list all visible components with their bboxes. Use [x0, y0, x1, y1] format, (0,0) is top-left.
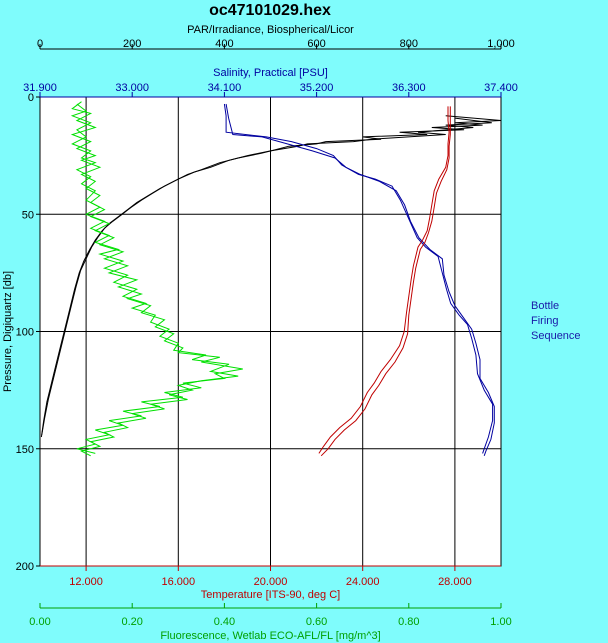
par-axis-label: PAR/Irradiance, Biospherical/Licor — [187, 24, 354, 36]
temperature-tick-label-0: 12.000 — [69, 576, 103, 588]
fluorescence-tick-label-2: 0.40 — [214, 616, 235, 628]
y-tick-label-4: 200 — [16, 561, 34, 573]
salinity-tick-label-0: 31.900 — [23, 82, 57, 94]
y-axis-label: Pressure, Digiquartz [db] — [2, 271, 14, 392]
fluorescence-axis-label: Fluorescence, Wetlab ECO-AFL/FL [mg/m^3] — [160, 630, 380, 642]
salinity-tick-label-1: 33.000 — [115, 82, 149, 94]
fluorescence-tick-label-1: 0.20 — [121, 616, 142, 628]
legend-line-1: Bottle — [531, 300, 560, 312]
temperature-tick-label-3: 24.000 — [346, 576, 380, 588]
fluorescence-series-line-2 — [70, 101, 243, 454]
y-tick-label-2: 100 — [16, 327, 34, 339]
y-tick-label-3: 150 — [16, 444, 34, 456]
legend-line-2: Firing — [531, 315, 559, 327]
par-tick-label-5: 1,000 — [487, 38, 515, 50]
temperature-series-line-1 — [318, 106, 450, 454]
fluorescence-tick-label-4: 0.80 — [398, 616, 419, 628]
par-tick-label-2: 400 — [215, 38, 233, 50]
bottle-firing-legend: Bottle Firing Sequence — [531, 299, 581, 344]
temperature-axis-label: Temperature [ITS-90, deg C] — [201, 589, 340, 601]
fluorescence-tick-label-3: 0.60 — [306, 616, 327, 628]
y-tick-label-0: 0 — [28, 92, 34, 104]
par-tick-label-4: 800 — [400, 38, 418, 50]
fluorescence-series-line-1 — [70, 103, 239, 457]
salinity-axis-label: Salinity, Practical [PSU] — [213, 67, 328, 79]
temperature-tick-label-2: 20.000 — [254, 576, 288, 588]
salinity-series-line-1 — [223, 103, 494, 454]
y-tick-label-1: 50 — [22, 209, 34, 221]
salinity-tick-label-4: 36.300 — [392, 82, 426, 94]
legend-line-3: Sequence — [531, 330, 581, 342]
par-series-line-2 — [41, 117, 492, 435]
par-tick-label-3: 600 — [307, 38, 325, 50]
salinity-series-line-2 — [225, 103, 495, 456]
temperature-tick-label-4: 28.000 — [438, 576, 472, 588]
chart-title: oc47101029.hex — [209, 2, 331, 19]
salinity-tick-label-3: 35.200 — [300, 82, 334, 94]
salinity-tick-label-2: 34.100 — [208, 82, 242, 94]
temperature-series-line-2 — [320, 106, 451, 457]
par-tick-label-1: 200 — [123, 38, 141, 50]
salinity-tick-label-5: 37.400 — [484, 82, 518, 94]
fluorescence-tick-label-0: 0.00 — [29, 616, 50, 628]
temperature-tick-label-1: 16.000 — [161, 576, 195, 588]
par-tick-label-0: 0 — [37, 38, 43, 50]
fluorescence-tick-label-5: 1.00 — [490, 616, 511, 628]
